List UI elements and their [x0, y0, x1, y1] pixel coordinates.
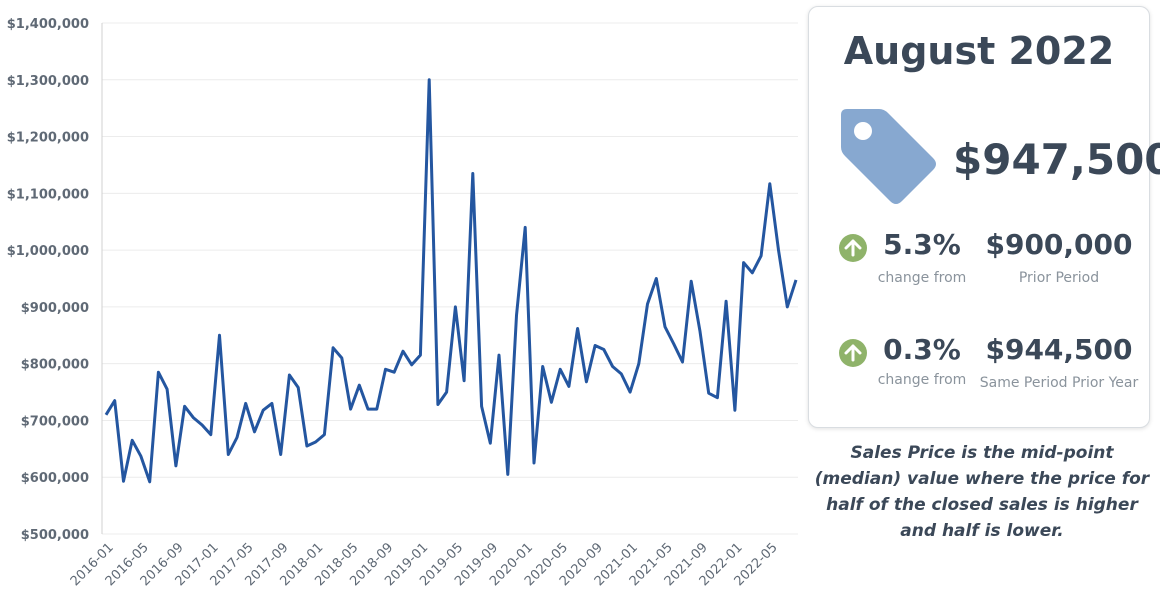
- y-tick-label: $1,000,000: [7, 244, 89, 259]
- y-tick-label: $900,000: [21, 301, 89, 316]
- gridlines: [101, 22, 798, 535]
- y-tick-label: $1,200,000: [7, 131, 89, 146]
- y-tick-label: $500,000: [21, 528, 89, 543]
- prior-year-change: 0.3%: [883, 333, 961, 366]
- arrow-up-icon: [839, 339, 867, 367]
- summary-card: August 2022 $947,500 5.3% change from $9…: [808, 6, 1160, 428]
- prior-period-label: Prior Period: [1018, 270, 1100, 286]
- prior-year-label: Same Period Prior Year: [979, 375, 1139, 391]
- prior-year-value: $944,500: [985, 333, 1133, 366]
- y-tick-label: $1,100,000: [7, 187, 89, 202]
- period-title: August 2022: [843, 29, 1115, 73]
- sales-price-line-chart: $500,000 $600,000 $700,000 $800,000 $900,000…: [7, 17, 798, 589]
- median-definition-note: Sales Price is the mid-point (median) va…: [814, 443, 1150, 541]
- prior-year-change-label: change from: [877, 372, 967, 388]
- y-axis-ticks: $500,000 $600,000 $700,000 $800,000 $900,000…: [7, 17, 89, 543]
- price-tag-icon: [841, 109, 936, 204]
- prior-period-change-label: change from: [877, 270, 967, 286]
- prior-period-change: 5.3%: [883, 228, 961, 261]
- y-tick-label: $800,000: [21, 358, 89, 373]
- y-tick-label: $1,400,000: [7, 17, 89, 32]
- prior-period-value: $900,000: [985, 228, 1133, 261]
- arrow-up-icon: [839, 234, 867, 262]
- x-axis-ticks: 2016-012016-052016-092017-012017-052017-…: [68, 540, 781, 589]
- y-tick-label: $700,000: [21, 414, 89, 429]
- median-price: $947,500: [953, 135, 1160, 184]
- y-tick-label: $600,000: [21, 471, 89, 486]
- y-tick-label: $1,300,000: [7, 74, 89, 89]
- series-line: [104, 78, 798, 484]
